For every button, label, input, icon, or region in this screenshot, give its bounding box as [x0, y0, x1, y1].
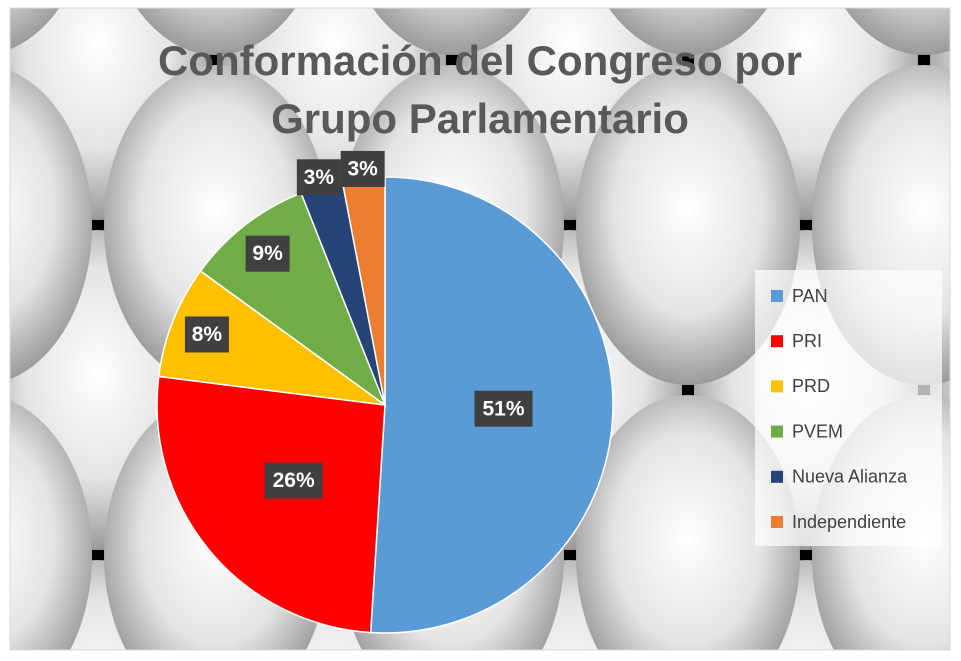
- legend: PAN PRI PRD PVEM Nueva Alianza Independiente: [771, 286, 908, 532]
- legend-label: Nueva Alianza: [792, 467, 908, 487]
- data-label: 3%: [348, 157, 379, 180]
- legend-swatch: [771, 425, 783, 438]
- legend-label: PAN: [792, 286, 828, 306]
- chart-title: Conformación del Congreso por Grupo Parl…: [157, 37, 803, 142]
- pie-slice: [156, 375, 386, 634]
- legend-swatch: [771, 335, 783, 348]
- legend-swatch: [771, 290, 783, 302]
- legend-swatch: [771, 470, 783, 483]
- data-label: 51%: [482, 397, 524, 420]
- data-label-box: [264, 462, 323, 499]
- legend-swatch: [771, 380, 783, 393]
- pie: 51% 26% 8% 9% 3% 3%: [156, 150, 614, 634]
- data-label: 26%: [273, 469, 315, 492]
- legend-label: PRI: [792, 331, 822, 351]
- data-label: 3%: [304, 166, 335, 189]
- pie-slice: [157, 269, 386, 406]
- legend-label: PRD: [792, 376, 830, 396]
- legend-swatch: [771, 516, 783, 528]
- legend-box: [755, 270, 942, 546]
- legend-label: PVEM: [792, 421, 843, 441]
- legend-label: Independiente: [792, 512, 906, 532]
- data-label-box: [245, 235, 290, 272]
- data-label: 9%: [252, 242, 283, 265]
- data-label-box: [296, 159, 341, 196]
- data-label-box: [340, 150, 385, 187]
- data-label: 8%: [192, 323, 223, 346]
- data-label-box: [474, 390, 533, 427]
- data-label-box: [184, 316, 229, 353]
